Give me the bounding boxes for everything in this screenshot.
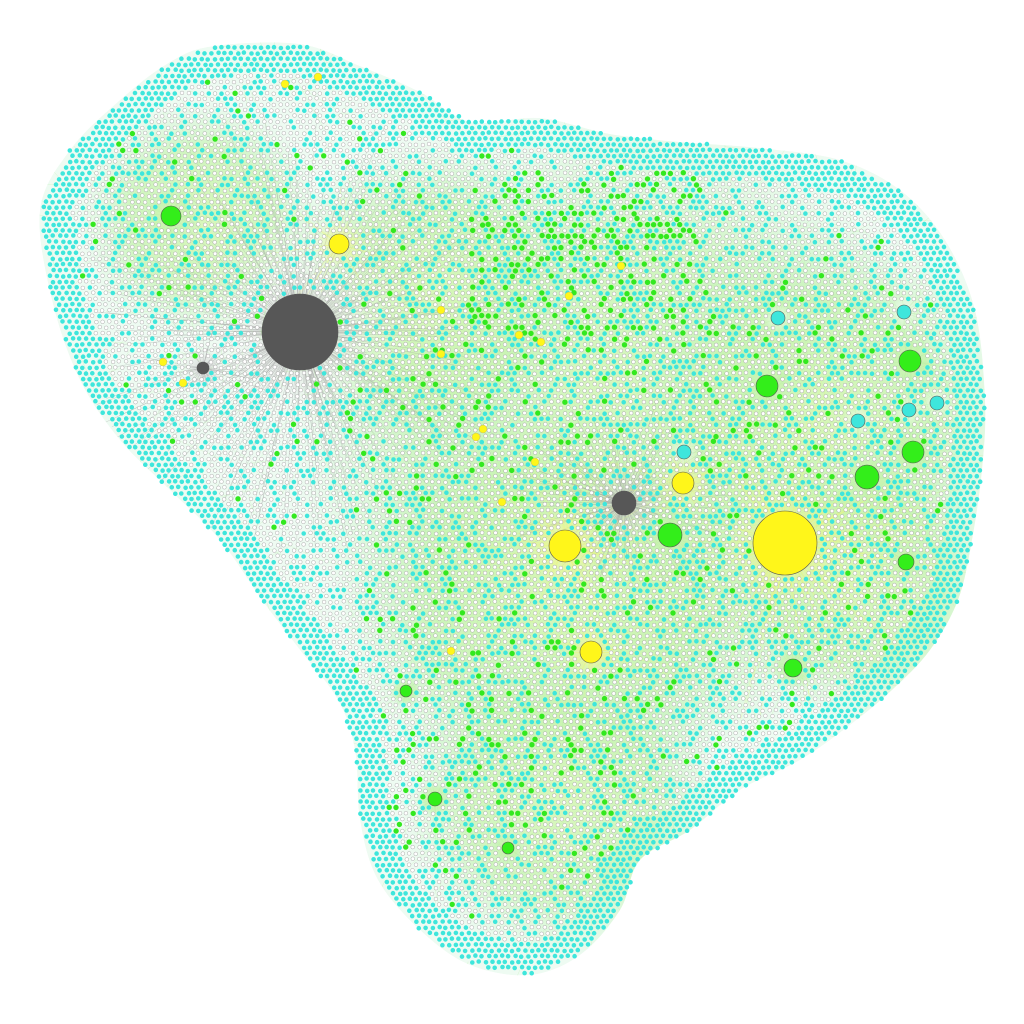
small-yellow-node (158, 357, 168, 367)
small-yellow-node (530, 457, 540, 467)
hub-green (783, 658, 803, 678)
small-yellow-node (536, 337, 546, 347)
small-yellow-node (514, 330, 524, 340)
hub-green (854, 464, 880, 490)
hub-yellow (328, 233, 350, 255)
small-yellow-node (178, 378, 188, 388)
small-yellow-node (497, 497, 507, 507)
small-yellow-node (436, 349, 446, 359)
hub-dark-center (611, 490, 637, 516)
hub-cyan (676, 444, 692, 460)
hub-green (501, 841, 515, 855)
hub-green (898, 349, 922, 373)
hub-cyan (901, 402, 917, 418)
small-yellow-node (478, 424, 488, 434)
hub-dark-small (196, 361, 210, 375)
small-yellow-node (446, 646, 456, 656)
hub-green (755, 374, 779, 398)
small-yellow-node (436, 305, 446, 315)
hub-green (901, 440, 925, 464)
hub-green (657, 522, 683, 548)
small-yellow-node (616, 261, 626, 271)
hub-cyan (896, 304, 912, 320)
small-yellow-node (564, 291, 574, 301)
small-yellow-node (471, 432, 481, 442)
hub-yellow (671, 471, 695, 495)
hub-green (160, 205, 182, 227)
hub-green (399, 684, 413, 698)
hub-cyan (850, 413, 866, 429)
hub-yellow-large (752, 510, 818, 576)
hub-green (427, 791, 443, 807)
hub-dark-large (261, 293, 339, 371)
hub-cyan (770, 310, 786, 326)
small-yellow-node (280, 79, 290, 89)
hub-cyan (929, 395, 945, 411)
small-yellow-node (313, 72, 323, 82)
hub-green (897, 553, 915, 571)
hub-yellow (548, 529, 582, 563)
hub-yellow (579, 640, 603, 664)
